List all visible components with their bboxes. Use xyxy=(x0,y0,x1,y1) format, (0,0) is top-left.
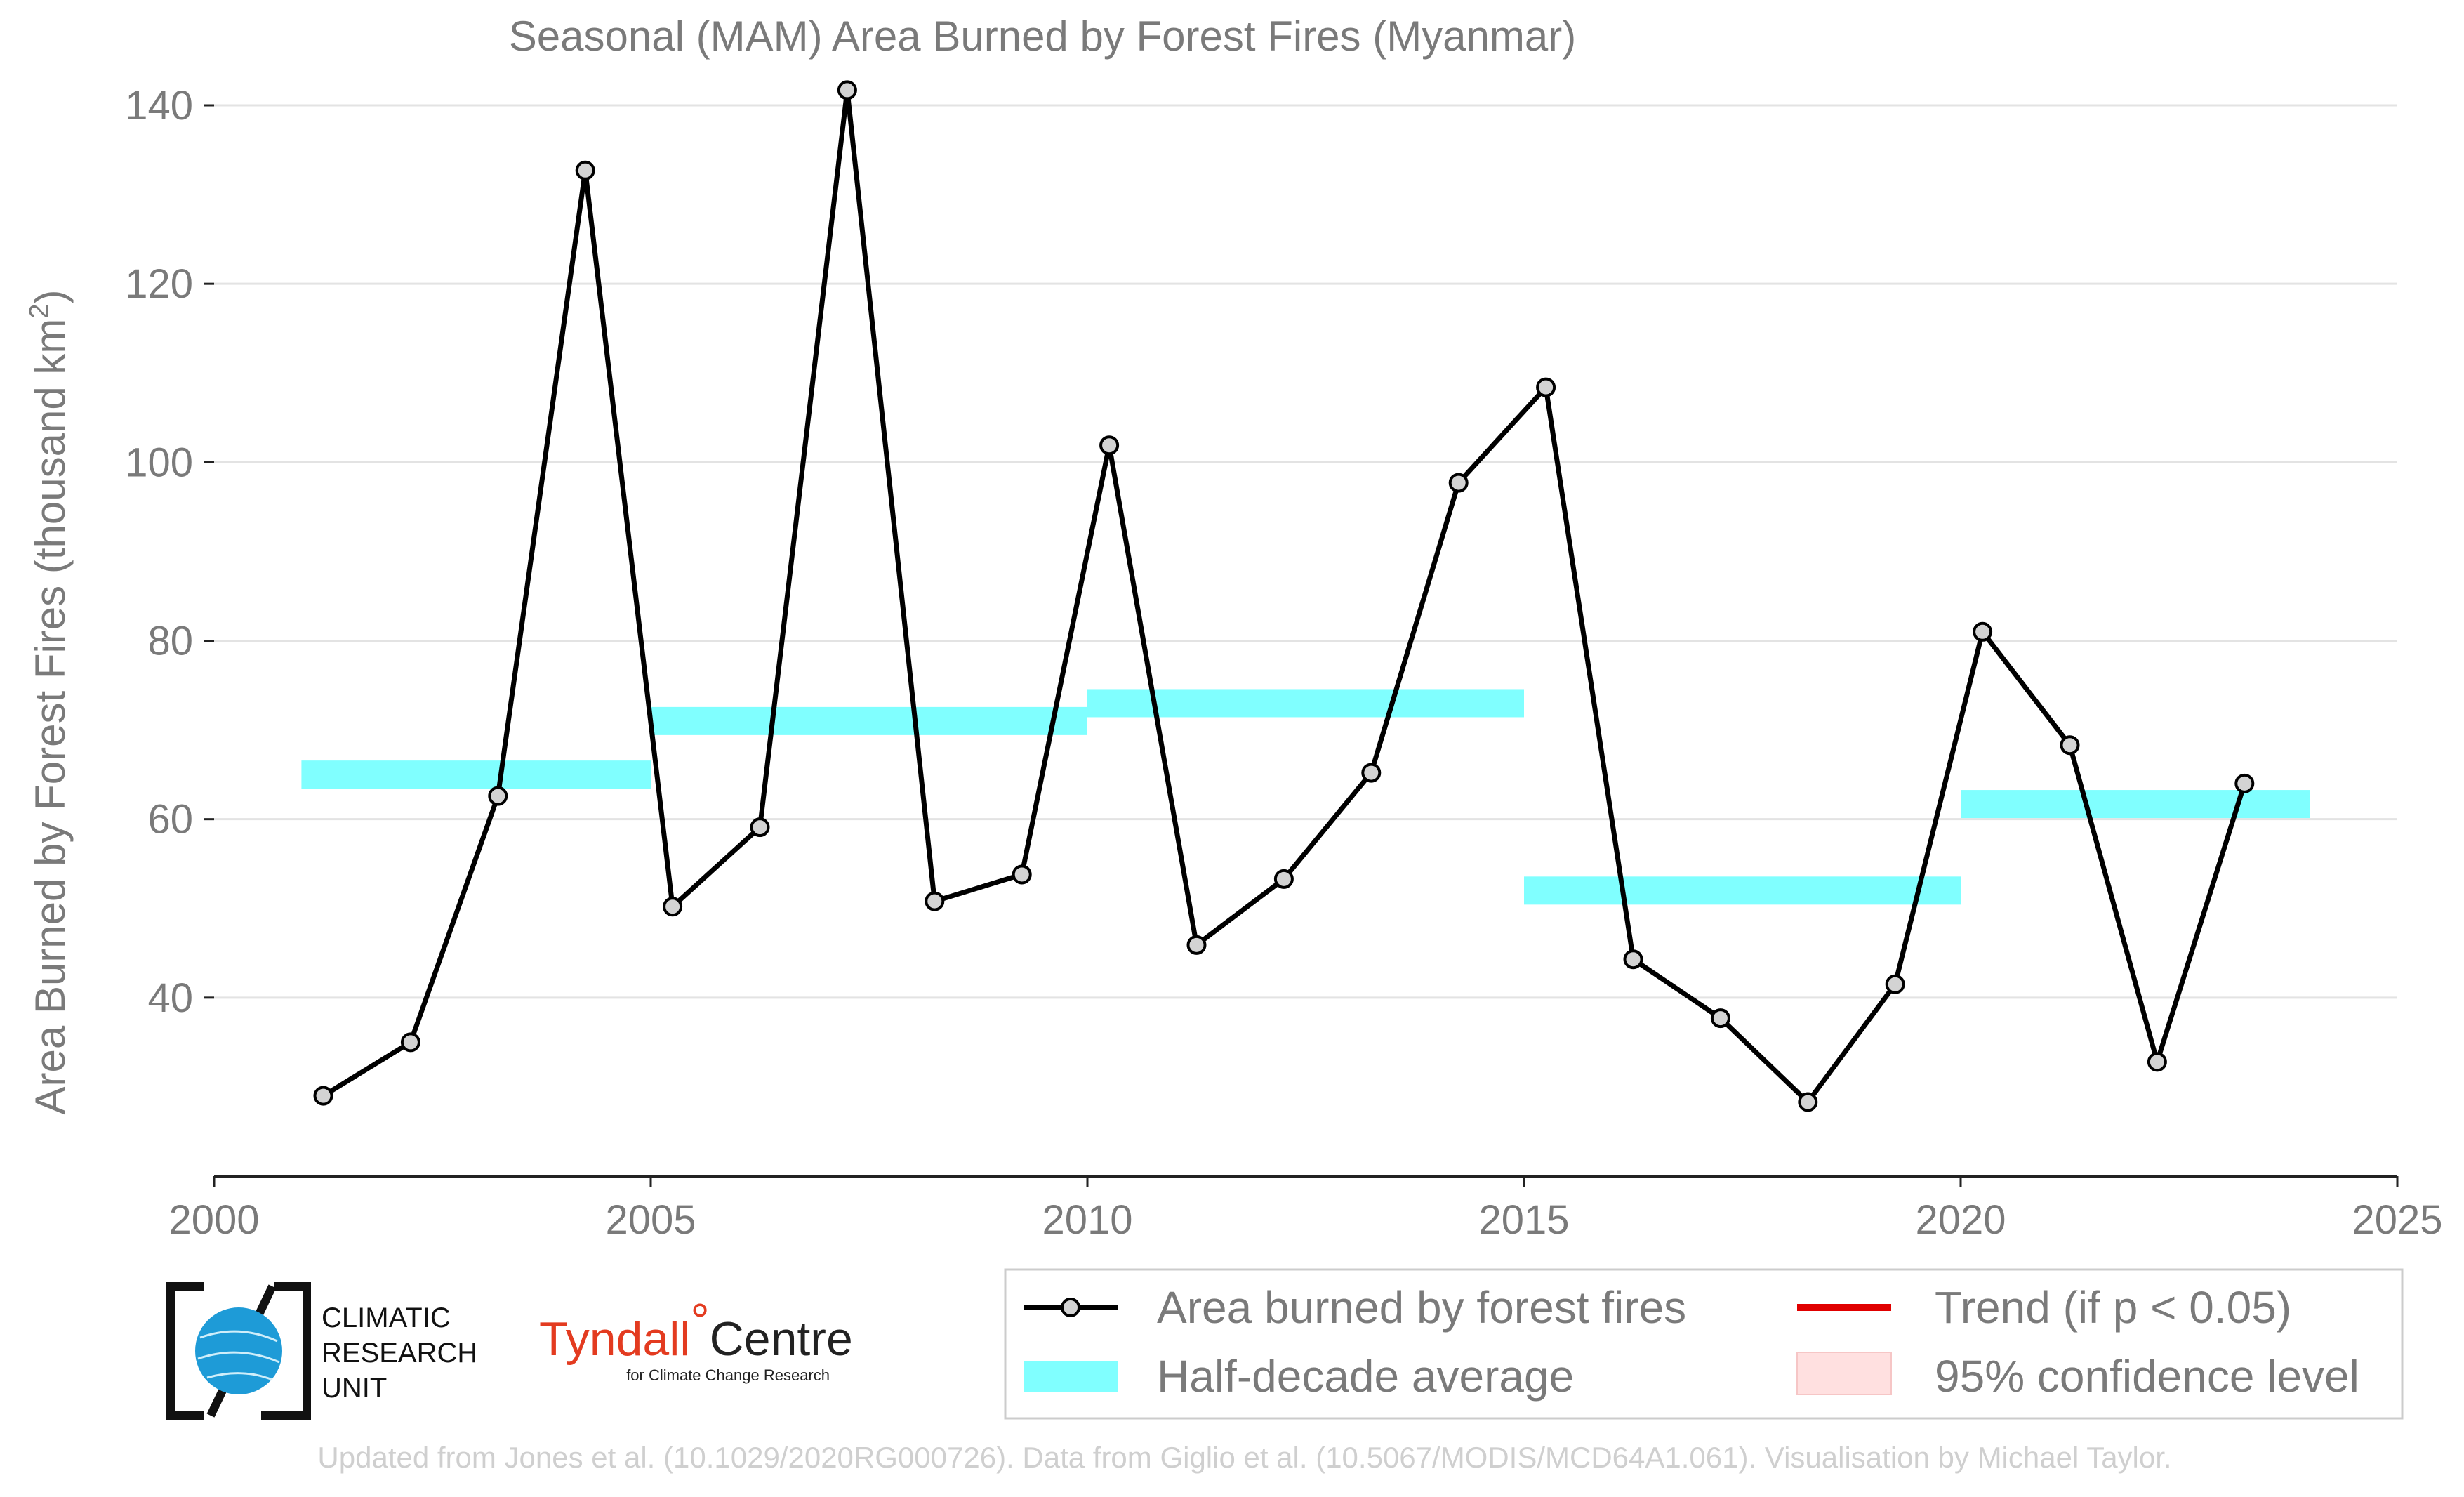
cru-logo-text-2: RESEARCH xyxy=(322,1338,477,1369)
half-decade-band-2015 xyxy=(1524,876,1961,905)
data-point-2016 xyxy=(1623,949,1643,970)
gridlines xyxy=(214,104,2397,999)
data-point-2003 xyxy=(488,786,508,806)
legend-label-trend: Trend (if p < 0.05) xyxy=(1935,1282,2291,1333)
data-point-2020 xyxy=(1973,621,1993,642)
data-point-2023 xyxy=(2234,773,2255,793)
half-decade-band-2001 xyxy=(301,760,651,789)
y-tick-label-80: 80 xyxy=(147,619,193,664)
data-point-2010 xyxy=(1099,435,1120,456)
half-decade-average-bands xyxy=(301,689,2310,905)
tyndall-logo-subtitle: for Climate Change Research xyxy=(626,1366,830,1384)
legend-swatch-marker xyxy=(1061,1298,1080,1317)
footer-credits: Updated from Jones et al. (10.1029/2020R… xyxy=(317,1441,2171,1474)
data-point-2014 xyxy=(1448,473,1469,493)
series-line xyxy=(322,87,2247,1105)
legend-label-area-burned: Area burned by forest fires xyxy=(1157,1282,1686,1333)
cru-logo-text-1: CLIMATIC xyxy=(322,1303,451,1333)
x-tick-label-2020: 2020 xyxy=(1915,1197,2006,1243)
data-point-2005 xyxy=(663,897,683,917)
cru-globe-lines xyxy=(197,1330,280,1381)
legend-swatch-confidence xyxy=(1796,1352,1892,1395)
y-tick-label-120: 120 xyxy=(125,261,193,307)
data-point-2019 xyxy=(1885,974,1905,994)
data-point-2013 xyxy=(1361,763,1382,783)
cru-globe-icon xyxy=(195,1307,282,1394)
x-tick-label-2000: 2000 xyxy=(168,1197,259,1243)
y-tick-label-60: 60 xyxy=(147,797,193,843)
y-tick-label-40: 40 xyxy=(147,975,193,1021)
cru-logo-bracket-left xyxy=(166,1282,204,1420)
data-point-2004 xyxy=(575,160,595,180)
data-point-2007 xyxy=(837,80,857,100)
data-point-2015 xyxy=(1536,377,1556,397)
data-point-2022 xyxy=(2147,1052,2167,1072)
axes: 40 60 80 100 120 140 2000 2005 2010 2015 2020 2025 xyxy=(125,83,2442,1243)
tyndall-logo-text: Tyndall°Centre xyxy=(539,1294,853,1366)
data-point-2006 xyxy=(750,817,770,838)
legend-frame xyxy=(1004,1268,2404,1420)
data-point-2017 xyxy=(1710,1008,1730,1029)
data-point-2008 xyxy=(925,891,945,911)
legend-label-confidence: 95% confidence level xyxy=(1935,1351,2359,1402)
half-decade-band-2005 xyxy=(651,706,1087,735)
data-point-2009 xyxy=(1012,864,1032,885)
series-area-burned xyxy=(313,80,2255,1112)
legend-label-half-decade: Half-decade average xyxy=(1157,1351,1574,1402)
legend-swatch-half-decade xyxy=(1024,1361,1118,1392)
cru-logo-text-3: UNIT xyxy=(322,1373,387,1404)
data-point-2021 xyxy=(2060,735,2080,756)
y-tick-label-140: 140 xyxy=(125,83,193,128)
x-tick-label-2025: 2025 xyxy=(2352,1197,2442,1243)
data-point-2011 xyxy=(1186,935,1207,955)
tyndall-logo: Tyndall°Centre for Climate Change Resear… xyxy=(539,1294,853,1384)
cru-logo-bracket-right xyxy=(261,1282,311,1420)
data-point-2012 xyxy=(1273,869,1294,889)
y-tick-label-100: 100 xyxy=(125,440,193,485)
data-point-2001 xyxy=(313,1086,333,1106)
x-tick-label-2015: 2015 xyxy=(1478,1197,1569,1243)
cru-logo: CLIMATIC RESEARCH UNIT xyxy=(166,1282,477,1420)
legend: Area burned by forest fires Trend (if p … xyxy=(1004,1268,2404,1420)
y-axis-label: Area Burned by Forest Fires (thousand km… xyxy=(25,290,74,1115)
half-decade-band-2010 xyxy=(1087,689,1524,718)
x-tick-label-2005: 2005 xyxy=(605,1197,696,1243)
half-decade-band-2020 xyxy=(1961,790,2310,819)
chart-title: Seasonal (MAM) Area Burned by Forest Fir… xyxy=(509,13,1576,60)
x-tick-label-2010: 2010 xyxy=(1042,1197,1132,1243)
data-point-2018 xyxy=(1798,1092,1818,1112)
data-point-2002 xyxy=(400,1032,420,1053)
